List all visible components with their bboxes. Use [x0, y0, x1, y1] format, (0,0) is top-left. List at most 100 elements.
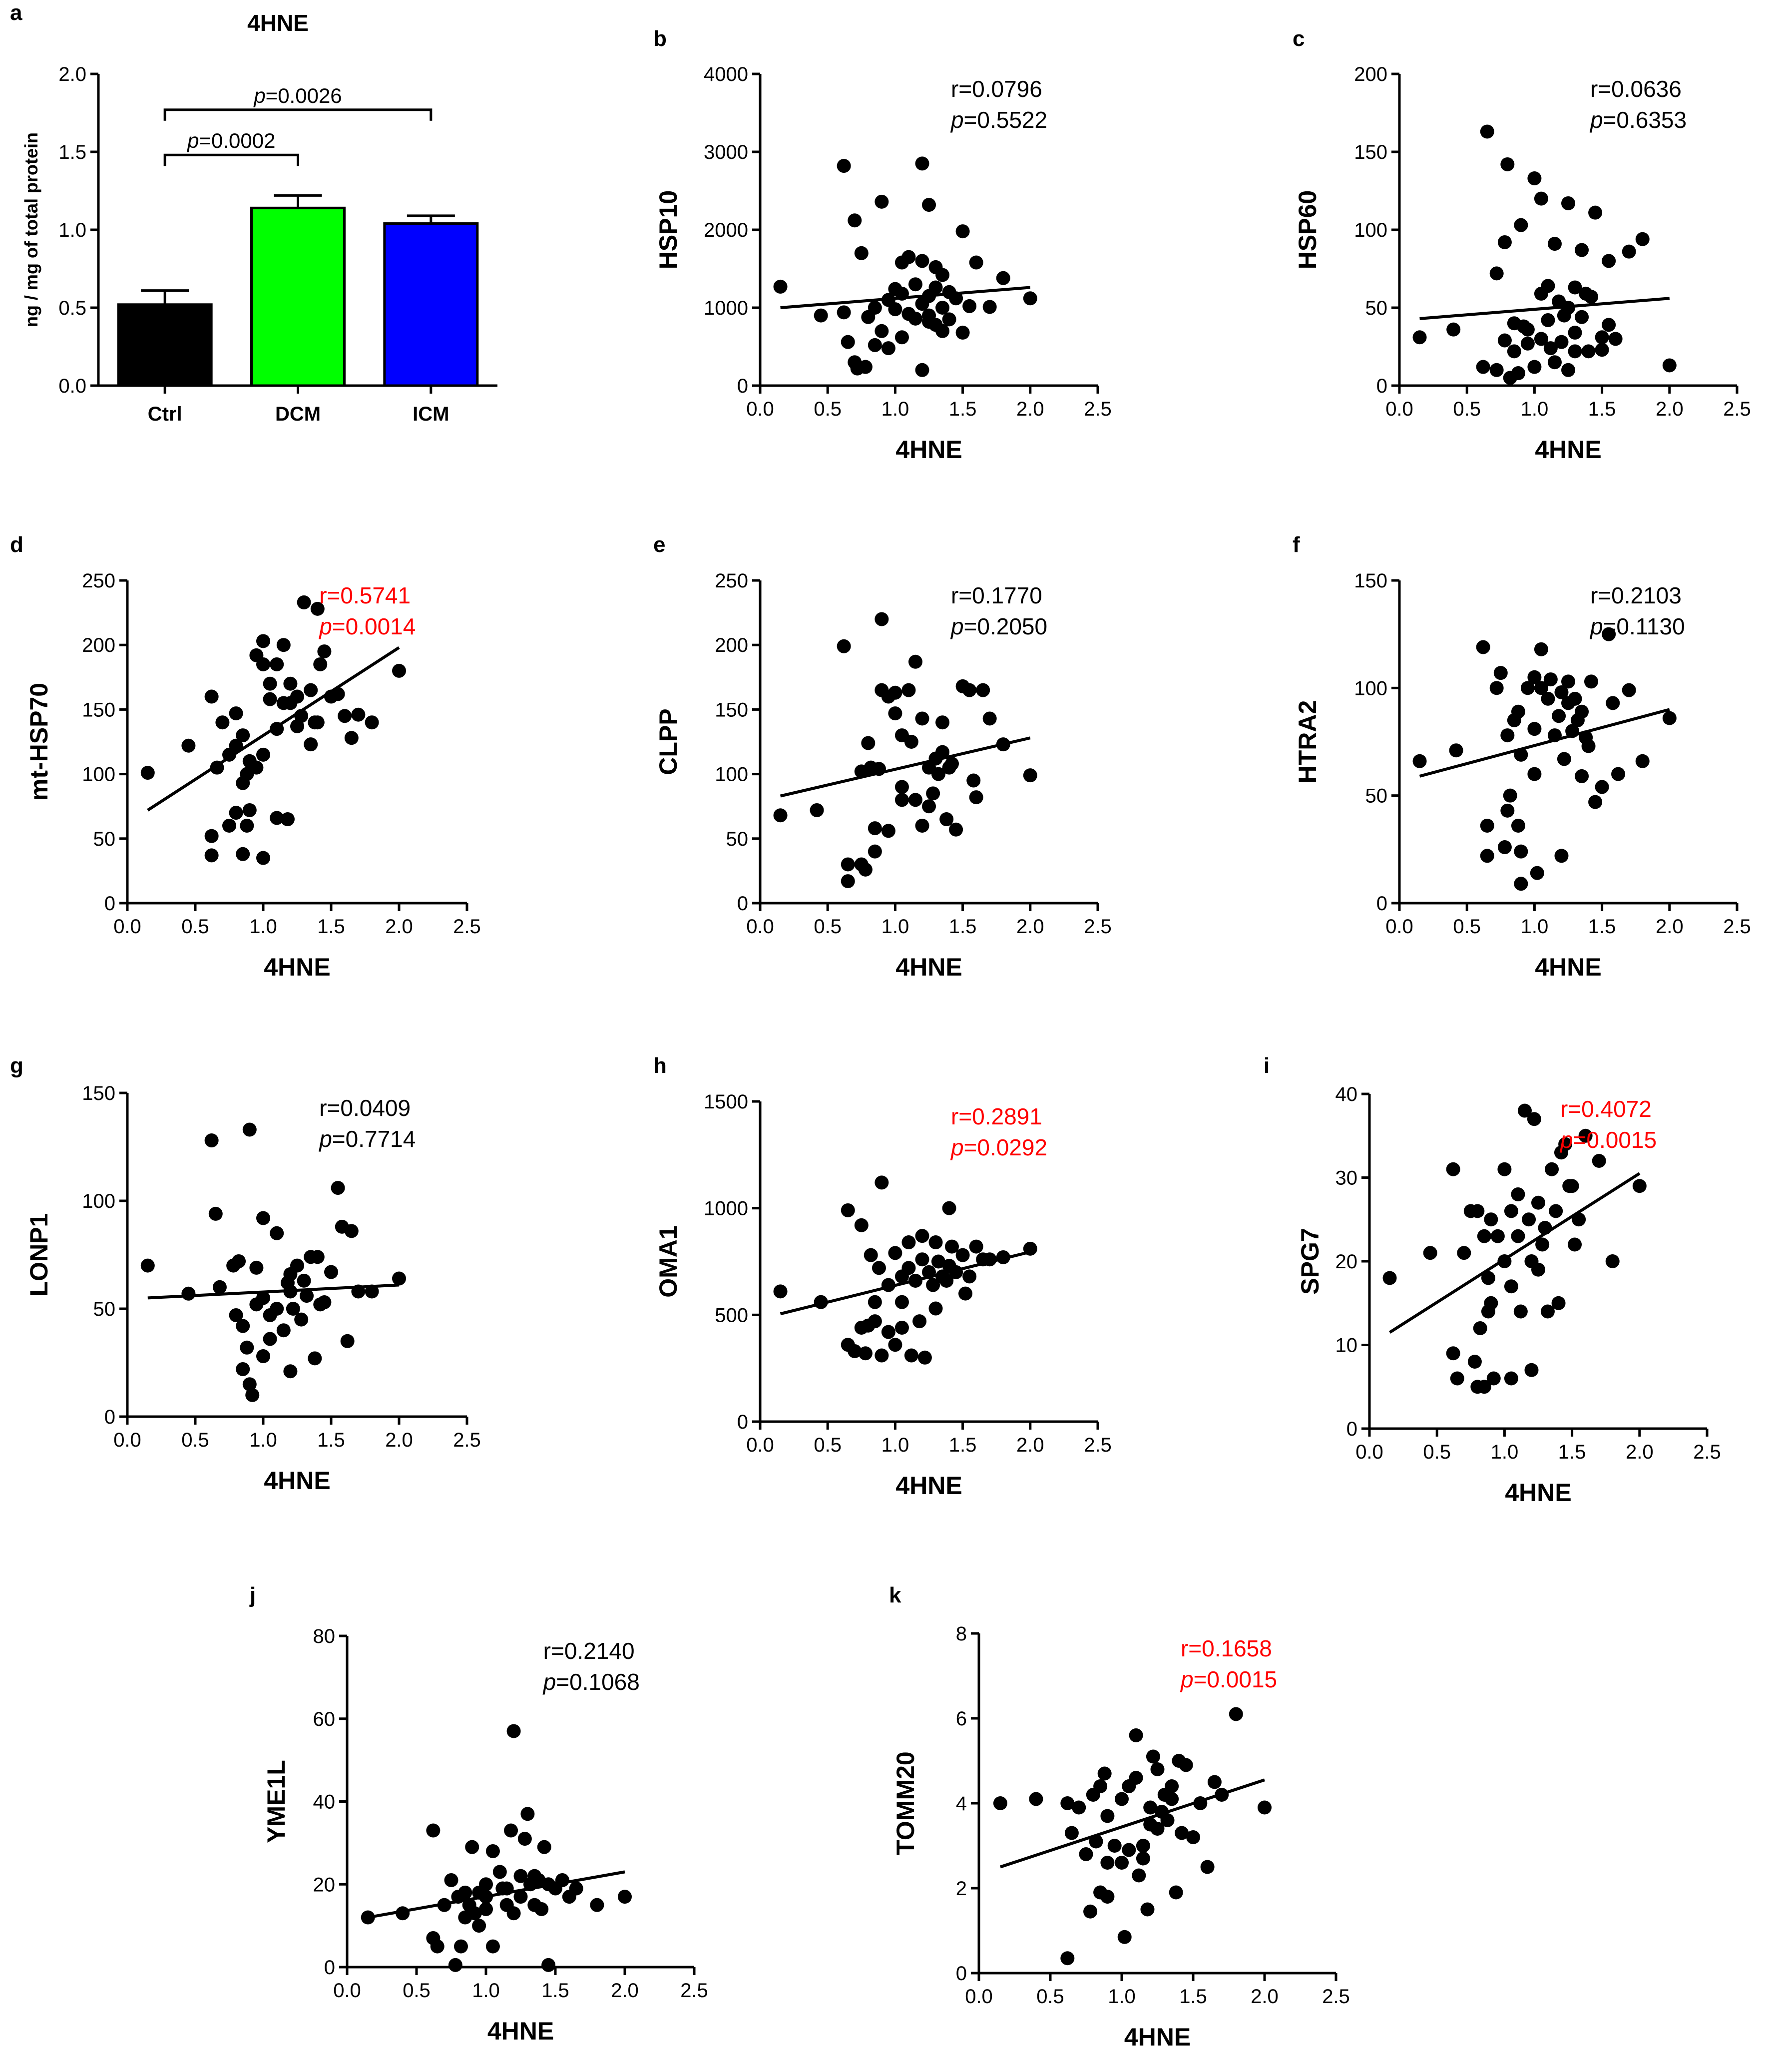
data-point — [904, 1348, 918, 1363]
data-point — [969, 790, 983, 805]
data-point — [872, 762, 886, 776]
data-point — [1561, 674, 1575, 689]
p-symbol: p — [950, 1134, 964, 1160]
data-point — [1602, 627, 1616, 641]
data-point — [1136, 1851, 1150, 1866]
y-tick-label: 200 — [715, 634, 748, 656]
data-point — [1575, 769, 1589, 783]
data-point — [1060, 1951, 1075, 1966]
data-point — [569, 1881, 583, 1896]
data-point — [1143, 1800, 1158, 1815]
data-point — [996, 737, 1010, 752]
data-point — [270, 1226, 284, 1240]
data-point — [1535, 1237, 1550, 1252]
data-point — [242, 1377, 257, 1392]
data-point — [868, 821, 882, 836]
data-point — [1083, 1904, 1098, 1919]
data-point — [894, 1320, 909, 1335]
panel-letter-c: c — [1293, 26, 1305, 51]
p-value: p=0.6353 — [1589, 107, 1687, 133]
x-tick-label: 2.0 — [1016, 1434, 1044, 1456]
data-point — [290, 719, 304, 733]
data-point — [962, 299, 977, 313]
data-point — [1527, 722, 1542, 736]
data-point — [1457, 1246, 1471, 1260]
data-point — [996, 1250, 1010, 1264]
data-point — [1534, 191, 1548, 206]
data-point — [256, 657, 270, 671]
data-point — [1504, 1204, 1518, 1218]
data-point — [430, 1939, 444, 1954]
data-point — [854, 1218, 869, 1232]
data-point — [881, 824, 895, 838]
data-point — [1476, 360, 1490, 374]
data-point — [472, 1919, 486, 1933]
x-tick-label: 0.0 — [113, 916, 141, 938]
data-point — [996, 271, 1010, 285]
x-tick-label: 0.5 — [1036, 1986, 1064, 2008]
data-point — [1497, 235, 1512, 249]
y-tick-label: 0 — [737, 893, 748, 915]
r-value: r=0.2103 — [1590, 582, 1682, 608]
p-number: =0.0015 — [1573, 1127, 1657, 1153]
data-point — [837, 159, 851, 173]
data-point — [365, 1284, 379, 1299]
x-tick-label: 0.0 — [1385, 398, 1413, 420]
data-point — [392, 1271, 406, 1286]
x-tick-label: 0.5 — [814, 916, 842, 938]
data-point — [1561, 363, 1575, 377]
data-point — [875, 612, 889, 626]
data-point — [1382, 1271, 1397, 1285]
data-point — [1557, 308, 1571, 323]
y-tick-label: 1500 — [704, 1091, 748, 1113]
panel-k: k 0 2 4 6 8 0.0 0.5 1.0 1.5 2.0 2.5 4HNE TOMM20 r=0.16… — [889, 1583, 1350, 2051]
data-point — [841, 1203, 855, 1217]
r-value: r=0.0636 — [1590, 76, 1682, 102]
y-tick-label: 1.0 — [58, 219, 86, 241]
data-point — [894, 793, 909, 807]
data-point — [1543, 672, 1558, 687]
x-tick-label: 2.5 — [1322, 1986, 1350, 2008]
panel-b: b 0 1000 2000 3000 4000 0.0 0.5 1.0 1.5 2.0 2.5 4HNE… — [653, 26, 1112, 464]
x-tick-label: 2.0 — [611, 1980, 639, 2002]
p-symbol: p — [318, 613, 332, 639]
data-point — [555, 1873, 569, 1887]
data-point — [942, 1259, 956, 1273]
panel-letter-b: b — [653, 26, 667, 51]
y-tick-label: 6 — [956, 1708, 967, 1730]
data-point — [1229, 1707, 1243, 1721]
y-tick-label: 40 — [1335, 1083, 1358, 1105]
data-point — [875, 194, 889, 209]
data-point — [331, 687, 345, 701]
data-point — [294, 1312, 309, 1327]
y-tick-label: 0 — [956, 1963, 967, 1985]
bar-ctrl — [117, 303, 213, 387]
data-point — [1160, 1813, 1175, 1827]
data-point — [1489, 266, 1504, 281]
data-point — [534, 1902, 549, 1916]
x-tick-label: 2.5 — [680, 1980, 708, 2002]
data-point — [958, 1286, 973, 1301]
x-tick-label: 1.5 — [541, 1980, 569, 2002]
data-point — [1493, 666, 1508, 680]
data-point — [881, 1278, 895, 1292]
x-tick-label: 1.0 — [882, 398, 909, 420]
panel-letter-j: j — [249, 1583, 256, 1607]
x-tick-label: 1.0 — [1521, 398, 1549, 420]
data-point — [263, 692, 277, 706]
data-point — [1552, 709, 1566, 723]
data-point — [458, 1910, 472, 1925]
panel-j: j 0 20 40 60 80 0.0 0.5 1.0 1.5 2.0 2.5 4HNE YME1L r=0… — [249, 1583, 708, 2045]
data-point — [426, 1823, 441, 1838]
data-point — [1588, 205, 1603, 220]
data-point — [837, 305, 851, 320]
x-tick-label: 2.0 — [1251, 1986, 1279, 2008]
data-point — [1547, 355, 1562, 370]
data-point — [868, 338, 882, 352]
data-point — [283, 1364, 298, 1379]
y-tick-label: 150 — [1354, 141, 1387, 163]
data-point — [1547, 237, 1562, 251]
data-point — [437, 1898, 451, 1912]
panel-h: h 0 500 1000 1500 0.0 0.5 1.0 1.5 2.0 2.5 4HNE OMA1 r… — [653, 1053, 1112, 1500]
data-point — [928, 1235, 943, 1250]
